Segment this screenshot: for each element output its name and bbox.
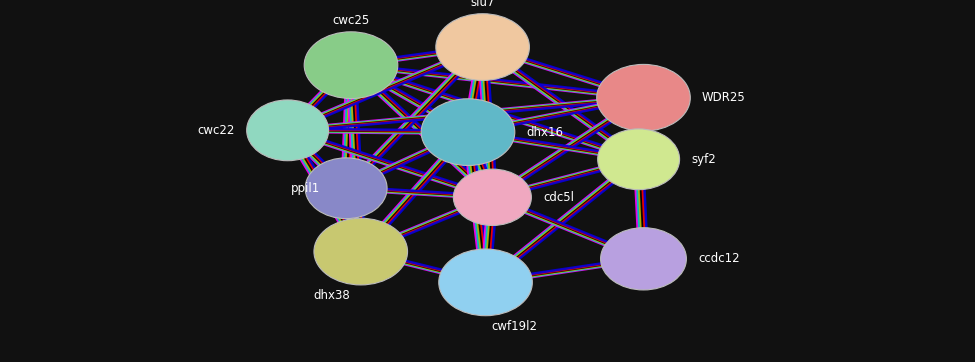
Ellipse shape bbox=[601, 228, 686, 290]
Ellipse shape bbox=[305, 158, 387, 219]
Text: cwf19l2: cwf19l2 bbox=[491, 320, 538, 333]
Ellipse shape bbox=[304, 32, 398, 98]
Text: dhx38: dhx38 bbox=[313, 289, 350, 302]
Text: ppil1: ppil1 bbox=[291, 182, 320, 195]
Text: cwc22: cwc22 bbox=[198, 124, 235, 137]
Text: WDR25: WDR25 bbox=[702, 91, 746, 104]
Text: cwc25: cwc25 bbox=[332, 14, 370, 28]
Ellipse shape bbox=[439, 249, 532, 316]
Text: ccdc12: ccdc12 bbox=[698, 252, 740, 265]
Text: cdc5l: cdc5l bbox=[543, 191, 574, 204]
Ellipse shape bbox=[314, 218, 408, 285]
Ellipse shape bbox=[598, 129, 680, 190]
Text: dhx16: dhx16 bbox=[526, 126, 564, 139]
Text: slu7: slu7 bbox=[470, 0, 495, 9]
Ellipse shape bbox=[436, 14, 529, 80]
Ellipse shape bbox=[421, 99, 515, 165]
Ellipse shape bbox=[247, 100, 329, 161]
Ellipse shape bbox=[453, 169, 531, 226]
Text: syf2: syf2 bbox=[691, 153, 716, 166]
Ellipse shape bbox=[597, 64, 690, 131]
